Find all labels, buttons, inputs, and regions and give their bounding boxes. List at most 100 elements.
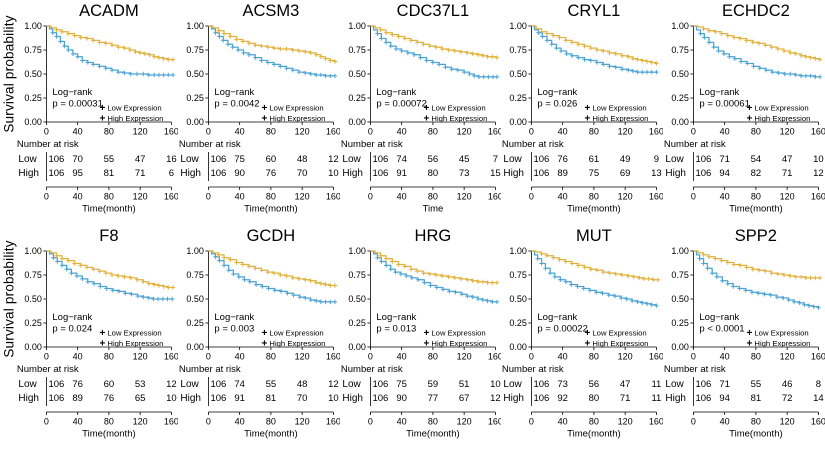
legend-high-marker-icon: +: [585, 339, 591, 350]
x-axis-label: Time(month): [244, 204, 298, 215]
svg-text:12: 12: [328, 154, 339, 165]
svg-text:10: 10: [328, 168, 339, 179]
legend-high-label: High Expression: [107, 114, 163, 123]
svg-text:76: 76: [265, 168, 276, 179]
svg-text:0: 0: [367, 192, 372, 202]
svg-text:0.25: 0.25: [24, 93, 42, 103]
svg-text:0: 0: [44, 417, 49, 427]
svg-text:76: 76: [104, 393, 115, 404]
svg-text:Log−rank: Log−rank: [52, 312, 92, 323]
svg-text:73: 73: [558, 379, 569, 390]
svg-text:0.50: 0.50: [186, 69, 204, 79]
svg-text:0: 0: [367, 127, 372, 137]
y-axis-tick-labels: 1.00 0.75 0.50 0.25 0.00: [186, 246, 204, 352]
svg-text:0.00: 0.00: [510, 117, 528, 127]
svg-text:11: 11: [652, 393, 662, 404]
svg-text:160: 160: [326, 127, 340, 137]
risk-table-axis: 0 40 80 120 160 Time(month): [206, 411, 340, 440]
legend-high-label: High Expression: [107, 339, 163, 348]
x-axis-tick-labels: 0 40 80 120 160: [529, 352, 663, 362]
svg-text:45: 45: [458, 154, 469, 165]
svg-text:40: 40: [558, 192, 568, 202]
risk-table-row-low: Low 106 71 55 46 8: [666, 379, 822, 390]
svg-text:75: 75: [234, 154, 245, 165]
svg-text:120: 120: [133, 127, 148, 137]
svg-text:81: 81: [265, 393, 276, 404]
risk-table-row-low: Low 106 70 55 47 16: [18, 154, 176, 165]
svg-text:Log−rank: Log−rank: [376, 312, 416, 323]
survival-curve-high: [693, 25, 823, 62]
x-axis-label: Time(month): [406, 429, 460, 440]
svg-text:46: 46: [782, 379, 793, 390]
svg-text:High: High: [504, 168, 525, 179]
survival-curve-low: [369, 250, 499, 305]
svg-text:Log−rank: Log−rank: [214, 87, 254, 98]
svg-text:0.00: 0.00: [510, 342, 528, 352]
survival-curve-low: [46, 250, 175, 302]
legend: + Low Expression+ High Expression: [99, 328, 163, 350]
svg-text:1.00: 1.00: [348, 21, 366, 31]
svg-text:0.75: 0.75: [24, 270, 42, 280]
svg-text:0.50: 0.50: [672, 69, 690, 79]
risk-table-row-high: High 106 89 76 65 10: [18, 393, 176, 404]
panel-title: GCDH: [246, 227, 295, 245]
svg-text:High: High: [504, 393, 525, 404]
svg-text:120: 120: [294, 192, 309, 202]
svg-text:12: 12: [813, 168, 824, 179]
legend-high-marker-icon: +: [261, 114, 267, 125]
legend-high-label: High Expression: [431, 339, 487, 348]
svg-text:40: 40: [73, 417, 83, 427]
svg-text:90: 90: [396, 393, 407, 404]
plot-axes: [528, 250, 658, 350]
panel-title: ECHDC2: [722, 2, 790, 20]
svg-text:160: 160: [326, 417, 340, 427]
svg-text:120: 120: [294, 352, 309, 362]
figure-row-2: Survival probability F8 1.00 0.75 0.50 0.25 0…: [0, 225, 825, 450]
risk-table-header: Number at risk: [179, 139, 241, 150]
legend: + Low Expression+ High Expression: [585, 103, 649, 125]
svg-text:80: 80: [589, 393, 600, 404]
legend-high-label: High Expression: [755, 114, 811, 123]
svg-text:160: 160: [164, 127, 178, 137]
svg-text:p = 0.003: p = 0.003: [214, 324, 254, 335]
svg-text:High: High: [342, 168, 363, 179]
svg-text:0: 0: [206, 352, 211, 362]
legend-low-marker-icon: +: [99, 103, 105, 114]
legend: + Low Expression+ High Expression: [99, 103, 163, 125]
survival-curve-low: [369, 25, 499, 80]
risk-table-axis: 0 40 80 120 160 Time(month): [367, 411, 501, 440]
svg-text:47: 47: [135, 154, 146, 165]
svg-text:0: 0: [206, 192, 211, 202]
legend-low-label: Low Expression: [269, 329, 323, 338]
plot-axes: [690, 250, 819, 350]
svg-text:0.00: 0.00: [186, 117, 204, 127]
svg-text:0: 0: [691, 417, 696, 427]
risk-table-row-low: Low 106 76 60 53 12: [18, 379, 176, 390]
svg-text:80: 80: [589, 417, 599, 427]
risk-table-row-low: Low 106 74 56 45 7: [342, 154, 498, 165]
legend: + Low Expression+ High Expression: [423, 103, 487, 125]
svg-text:1.00: 1.00: [510, 246, 528, 256]
svg-text:p = 0.00031: p = 0.00031: [52, 99, 102, 110]
svg-text:74: 74: [396, 154, 407, 165]
legend-high-marker-icon: +: [747, 339, 753, 350]
svg-text:12: 12: [328, 379, 339, 390]
plot-axes: [366, 250, 496, 350]
legend-high-marker-icon: +: [423, 339, 429, 350]
svg-text:1.00: 1.00: [186, 246, 204, 256]
svg-text:Low: Low: [504, 379, 523, 390]
svg-text:120: 120: [618, 417, 633, 427]
svg-text:120: 120: [133, 192, 148, 202]
legend-high-label: High Expression: [593, 339, 649, 348]
svg-text:56: 56: [427, 154, 438, 165]
svg-text:1.00: 1.00: [510, 21, 528, 31]
svg-text:0.00: 0.00: [348, 342, 366, 352]
svg-text:106: 106: [534, 154, 550, 165]
svg-text:106: 106: [534, 379, 550, 390]
svg-text:1.00: 1.00: [24, 21, 42, 31]
svg-text:91: 91: [396, 168, 407, 179]
svg-text:Log−rank: Log−rank: [52, 87, 92, 98]
svg-text:0.75: 0.75: [672, 45, 690, 55]
